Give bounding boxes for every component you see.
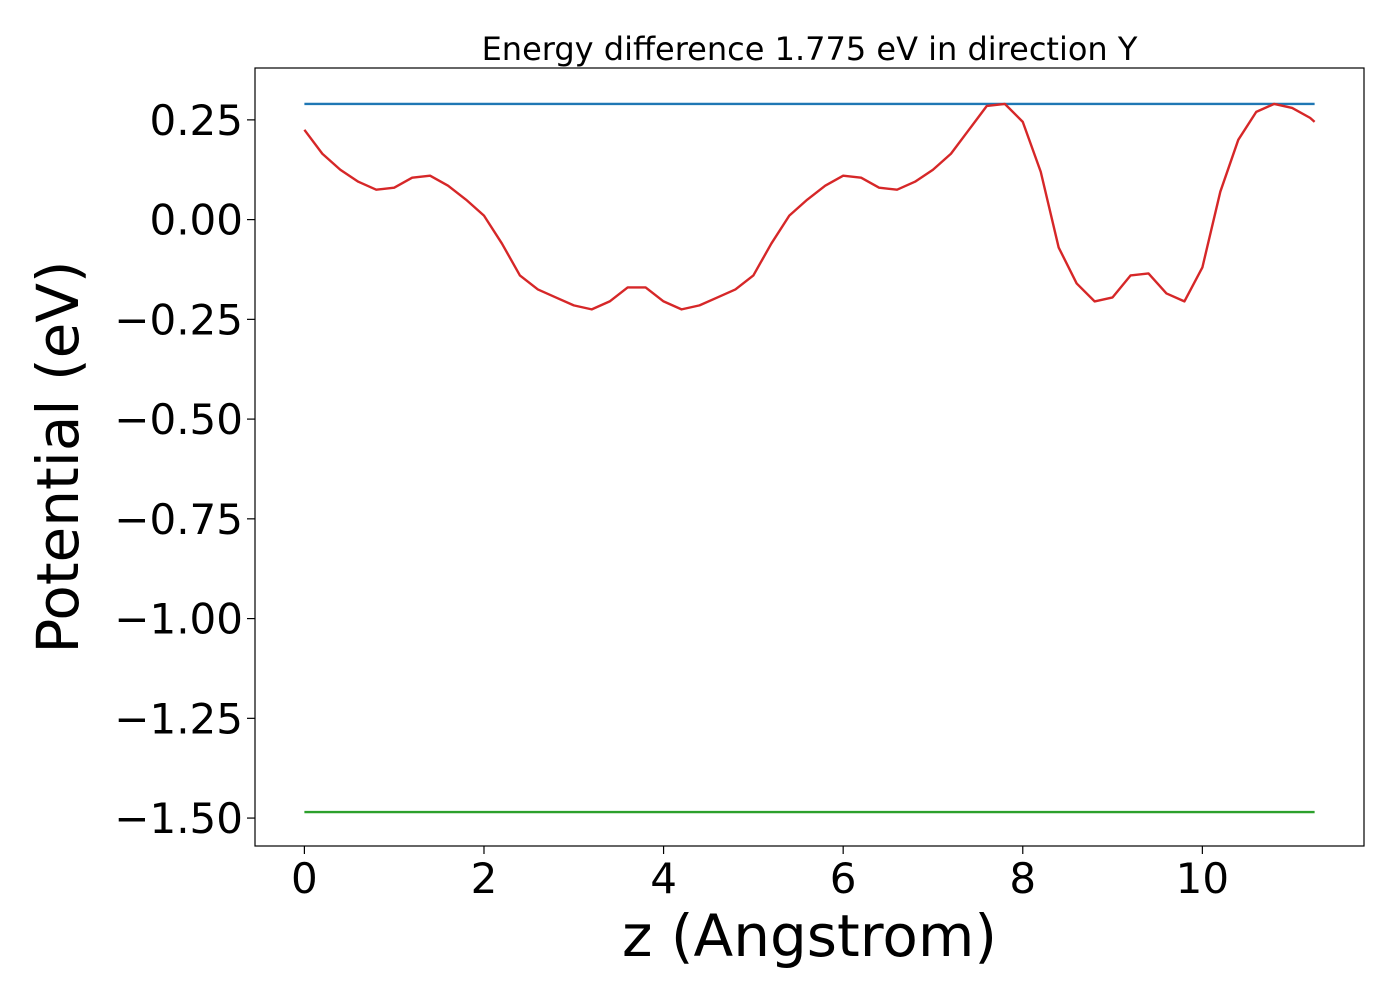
x-tick-label: 6: [830, 854, 857, 903]
y-tick-label: −0.50: [114, 395, 243, 444]
y-axis-label: Potential (eV): [24, 260, 92, 653]
x-tick-label: 4: [650, 854, 677, 903]
y-tick-label: −1.50: [114, 794, 243, 843]
plot-lines: [303, 102, 1316, 814]
y-tick-label: −1.25: [114, 694, 243, 743]
y-tick-label: −0.75: [114, 495, 243, 544]
y-tick-label: 0.25: [149, 96, 243, 145]
y-tick-label: 0.00: [149, 196, 243, 245]
chart-title: Energy difference 1.775 eV in direction …: [482, 30, 1138, 68]
series-line: [303, 102, 1316, 311]
y-tick-label: −1.00: [114, 595, 243, 644]
x-tick-label: 2: [471, 854, 498, 903]
x-tick-label: 0: [291, 854, 318, 903]
x-tick-label: 8: [1009, 854, 1036, 903]
y-tick-label: −0.25: [114, 295, 243, 344]
x-tick-label: 10: [1176, 854, 1229, 903]
axes-frame: [254, 67, 1365, 847]
x-axis-label: z (Angstrom): [622, 902, 997, 970]
y-ticks: 0.25 0.00 −0.25 −0.50 −0.75 −1.00 −1.25 −1.50: [114, 96, 255, 843]
x-ticks: 0 2 4 6 8 10: [291, 846, 1229, 903]
